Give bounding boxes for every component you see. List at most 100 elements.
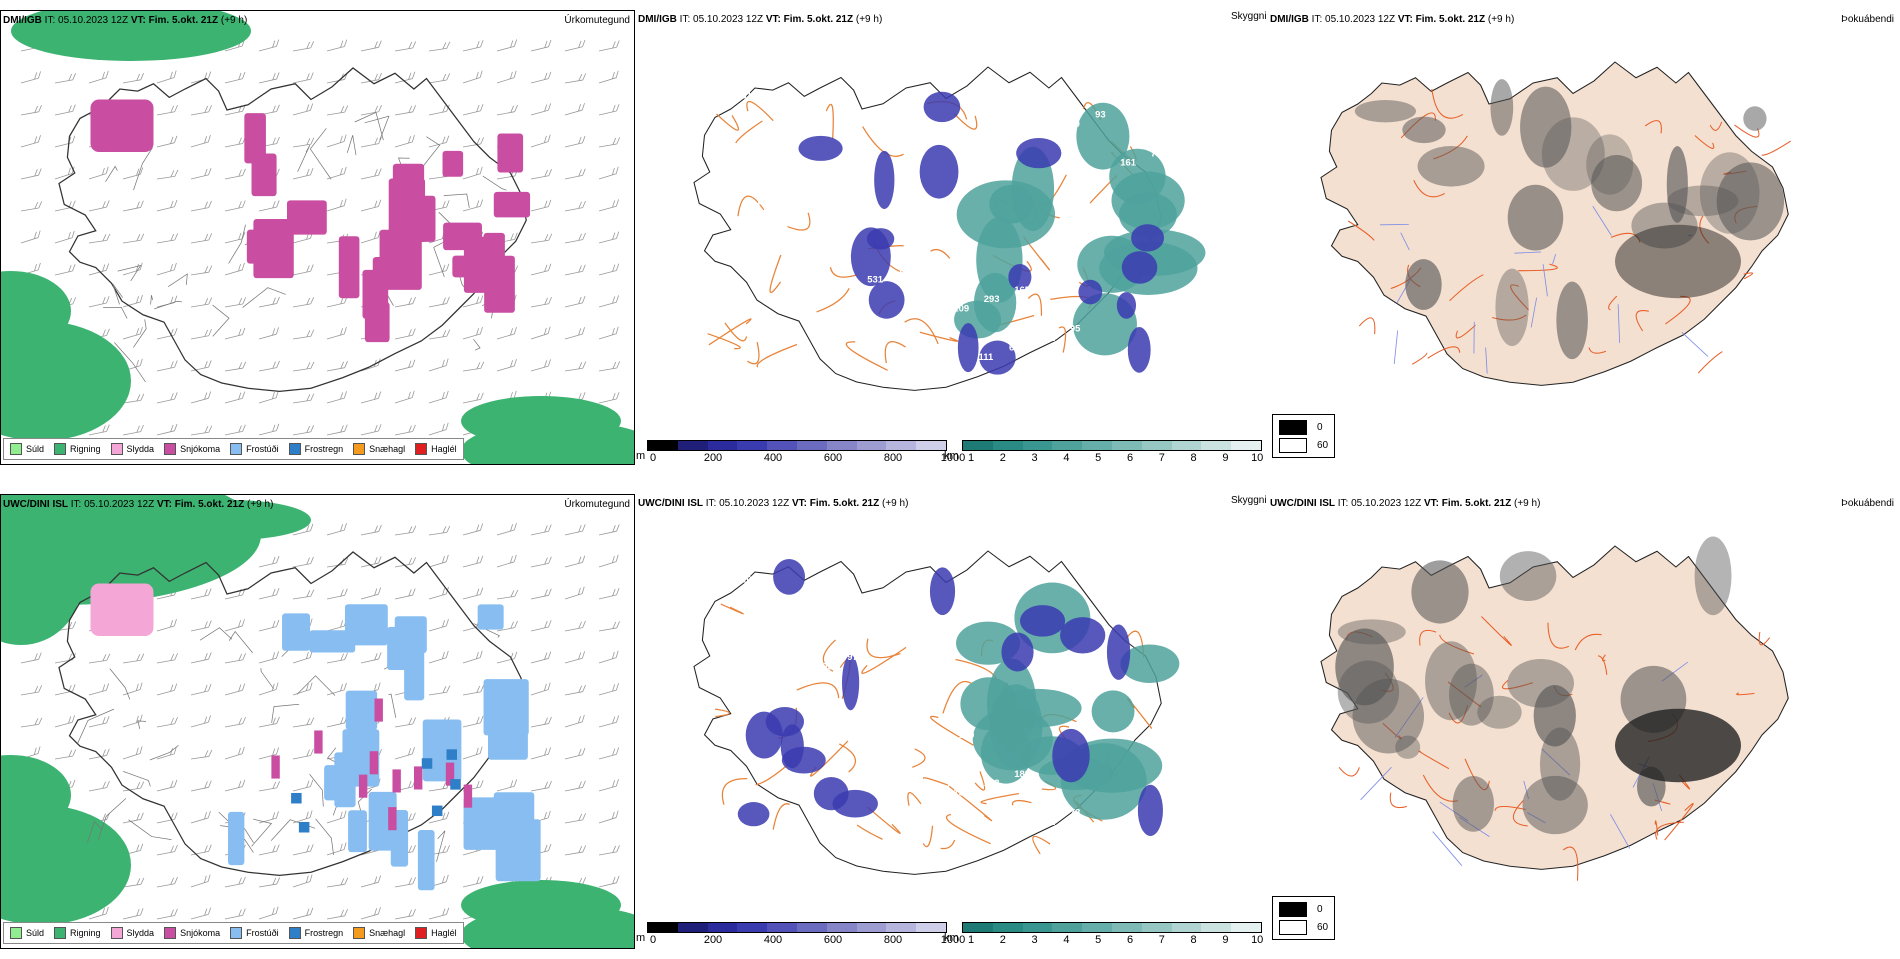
fog-area — [1453, 776, 1494, 832]
wind-barb — [598, 876, 621, 887]
wind-barb — [529, 747, 552, 759]
road-line — [229, 225, 246, 264]
cloud-base-label: 113 — [1151, 632, 1166, 643]
wind-barb — [394, 877, 417, 887]
snow-area — [247, 230, 275, 264]
wind-barb — [461, 296, 484, 307]
cloud-base-label: 80 — [812, 235, 823, 246]
cloud-panel-header: DMI/IGB IT: 05.10.2023 12Z VT: Fim. 5.ok… — [638, 14, 882, 25]
cloud-base-label: 81 — [1095, 593, 1106, 604]
wind-barb — [461, 747, 484, 759]
legend-item: Rigning — [54, 927, 101, 939]
fog-area-strong — [1615, 709, 1741, 783]
colorbar-segment — [963, 441, 993, 450]
wind-barb — [428, 330, 451, 339]
fog-legend-row: 0 — [1279, 418, 1328, 436]
wind-barb — [87, 263, 110, 275]
wind-barb — [393, 135, 416, 147]
wind-barb — [121, 683, 144, 695]
low-cloud-base-area — [1138, 785, 1163, 836]
wind-barb — [360, 169, 383, 179]
wind-barb — [88, 200, 111, 211]
wind-barb — [394, 909, 417, 919]
wind-barb — [156, 361, 179, 371]
fog-legend-value: 0 — [1317, 422, 1323, 433]
fog-panel-header: UWC/DINI ISL IT: 05.10.2023 12Z VT: Fim.… — [1270, 498, 1540, 509]
valid-time-label: VT: — [1398, 14, 1413, 25]
wind-barb — [428, 42, 451, 51]
road-line — [826, 104, 833, 139]
wind-barb — [325, 391, 348, 403]
model-name: DMI/IGB — [3, 15, 42, 26]
wind-barb — [326, 878, 349, 887]
wind-barb — [564, 40, 587, 51]
colorbar-tick: 200 — [704, 452, 722, 464]
colorbar-segment — [648, 441, 678, 450]
wind-barb — [292, 780, 315, 791]
cloud-visibility-map: 1819915016617116595512062372613002933519… — [636, 10, 1276, 475]
cloud-base-label: 111 — [979, 352, 994, 363]
wind-barb — [326, 106, 349, 115]
legend-swatch — [164, 927, 176, 939]
road-line — [1033, 836, 1050, 853]
wind-barb — [292, 41, 315, 51]
fog-legend-swatch — [1279, 902, 1307, 917]
model-name: UWC/DINI ISL — [638, 498, 703, 509]
wind-barb — [257, 391, 280, 403]
valid-time-label: VT: — [792, 498, 807, 509]
colorbar-tick: 8 — [1191, 452, 1197, 464]
valid-time-label: VT: — [157, 499, 172, 510]
colorbar-segment — [1052, 923, 1082, 932]
wind-barb — [598, 588, 621, 599]
wind-barb — [563, 103, 586, 115]
wind-barb — [224, 137, 247, 147]
wind-barb — [598, 104, 621, 115]
wind-barb — [54, 73, 77, 83]
snow-area — [309, 630, 355, 652]
wind-barb — [530, 525, 553, 535]
wind-barb — [189, 391, 212, 403]
wind-barb — [258, 781, 281, 791]
cloud-base-label: 95 — [1070, 324, 1081, 335]
colorbar-segment — [1172, 923, 1202, 932]
wind-barb — [597, 748, 620, 759]
wind-barb — [292, 138, 315, 147]
wind-barb — [224, 780, 247, 791]
wind-barb — [530, 169, 553, 179]
wind-barb — [156, 780, 179, 791]
wind-barb — [598, 524, 621, 535]
wind-barb — [564, 781, 587, 791]
legend-swatch — [353, 927, 365, 939]
wind-barb — [326, 653, 349, 663]
low-cloud-base-area — [1107, 624, 1130, 679]
legend-swatch — [111, 927, 123, 939]
legend-label: Haglél — [431, 928, 457, 938]
legend-swatch — [230, 443, 242, 455]
colorbar-tick: 10 — [1251, 452, 1263, 464]
cloud-base-label: 156 — [953, 788, 969, 799]
legend-label: Snjókoma — [180, 928, 220, 938]
wind-barb — [461, 523, 484, 535]
wind-barb — [325, 811, 348, 823]
fog-area — [1508, 185, 1564, 251]
legend-label: Haglél — [431, 444, 457, 454]
wind-barb — [563, 715, 586, 727]
wind-barb — [190, 588, 213, 599]
road-line — [924, 778, 949, 785]
snow-area — [334, 752, 355, 807]
fog-area — [1500, 551, 1557, 601]
wind-barb — [394, 329, 417, 339]
cloud-panel-header: UWC/DINI ISL IT: 05.10.2023 12Z VT: Fim.… — [638, 498, 908, 509]
wind-barb — [597, 327, 620, 339]
low-cloud-base-area — [1060, 617, 1105, 653]
init-time: 05.10.2023 12Z — [1325, 14, 1395, 25]
legend-swatch — [230, 927, 242, 939]
wind-barb — [360, 41, 383, 51]
wind-barb — [156, 392, 179, 403]
fog-legend-swatch — [1279, 438, 1307, 453]
cloud-base-label: 97 — [847, 652, 858, 663]
cloud-base-label: 131 — [1039, 817, 1055, 828]
